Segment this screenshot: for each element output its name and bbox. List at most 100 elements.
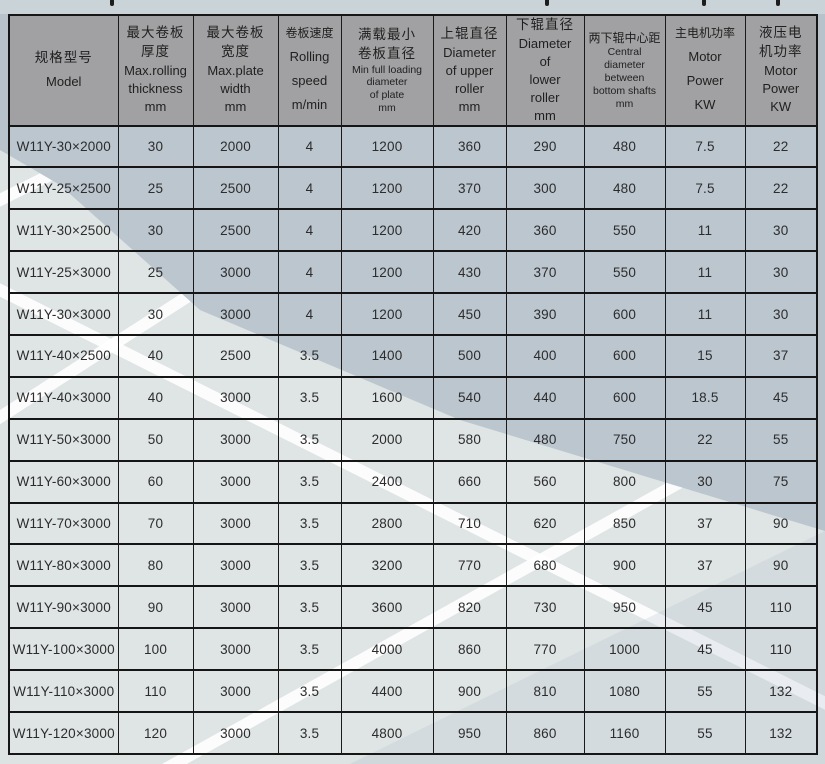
table-row: W11Y-70×3000 70 3000 3.5 2800 710 620 850 37 90 [8, 502, 818, 545]
header-line: of [539, 53, 551, 69]
value-cell: 3000 [192, 376, 279, 419]
value-cell: 25 [117, 251, 194, 294]
value-cell: 950 [583, 586, 666, 629]
value-cell: 3600 [340, 586, 434, 629]
table-row: W11Y-60×3000 60 3000 3.5 2400 660 560 800 30 75 [8, 460, 818, 503]
value-cell: 3000 [192, 418, 279, 461]
value-cell: 11 [664, 293, 746, 336]
value-cell: 800 [583, 460, 666, 503]
header-line: lower [529, 71, 561, 87]
column-header-central-distance-bottom-shafts: 两下辊中心距 Central diameter between bottom shaft… [583, 15, 666, 126]
value-cell: 1080 [583, 670, 666, 713]
table-row: W11Y-80×3000 80 3000 3.5 3200 770 680 900 37 90 [8, 544, 818, 587]
value-cell: 7.5 [664, 125, 746, 168]
value-cell: 750 [583, 418, 666, 461]
column-header-lines: 规格型号 Model [10, 16, 118, 125]
header-line: roller [455, 80, 484, 96]
spec-table-header: 规格型号 Model 最大卷板 厚度 Max.rolling thickness mm 最大卷… [8, 15, 818, 126]
value-cell: 80 [117, 544, 194, 587]
value-cell: 3.5 [277, 502, 342, 545]
spec-table: 规格型号 Model 最大卷板 厚度 Max.rolling thickness mm 最大卷… [8, 14, 818, 755]
column-header-lines: 主电机功率 Motor Power KW [666, 16, 745, 125]
value-cell: 730 [505, 586, 585, 629]
header-line: Power [686, 73, 724, 89]
column-header-lines: 最大卷板 宽度 Max.plate width mm [194, 16, 278, 125]
header-line: speed [291, 73, 328, 89]
header-line: Diameter [518, 35, 572, 51]
value-cell: 2000 [192, 125, 279, 168]
value-cell: 45 [664, 628, 746, 671]
header-line: Model [46, 74, 82, 90]
header-line: 上辊直径 [440, 25, 499, 41]
header-line: between [604, 71, 645, 84]
value-cell: 660 [432, 460, 507, 503]
value-cell: 2500 [192, 167, 279, 210]
column-header-max-rolling-thickness: 最大卷板 厚度 Max.rolling thickness mm [117, 15, 194, 126]
value-cell: 290 [505, 125, 585, 168]
value-cell: 710 [432, 502, 507, 545]
header-line: mm [224, 99, 247, 115]
value-cell: 1200 [340, 209, 434, 252]
model-cell: W11Y-30×2000 [8, 125, 119, 168]
value-cell: 900 [583, 544, 666, 587]
table-row: W11Y-90×3000 90 3000 3.5 3600 820 730 950 45 110 [8, 586, 818, 629]
value-cell: 110 [744, 628, 818, 671]
model-cell: W11Y-100×3000 [8, 628, 119, 671]
value-cell: 3.5 [277, 335, 342, 377]
table-row: W11Y-50×3000 50 3000 3.5 2000 580 480 750 22 55 [8, 418, 818, 461]
value-cell: 30 [664, 460, 746, 503]
model-cell: W11Y-90×3000 [8, 586, 119, 629]
header-line: Motor [688, 49, 722, 65]
value-cell: 37 [744, 335, 818, 377]
value-cell: 3000 [192, 670, 279, 713]
header-line: 两下辊中心距 [588, 31, 661, 46]
value-cell: 1200 [340, 125, 434, 168]
header-line: bottom shafts [592, 84, 657, 97]
value-cell: 3.5 [277, 712, 342, 754]
value-cell: 132 [744, 712, 818, 754]
value-cell: 11 [664, 251, 746, 294]
value-cell: 430 [432, 251, 507, 294]
column-header-rolling-speed: 卷板速度 Rolling speed m/min [277, 15, 342, 126]
value-cell: 110 [117, 670, 194, 713]
value-cell: 550 [583, 251, 666, 294]
value-cell: 25 [117, 167, 194, 210]
header-line: width [220, 81, 251, 97]
header-line: mm [144, 99, 167, 115]
value-cell: 300 [505, 167, 585, 210]
table-row: W11Y-110×3000 110 3000 3.5 4400 900 810 1080 55 1… [8, 670, 818, 713]
value-cell: 45 [664, 586, 746, 629]
value-cell: 3.5 [277, 670, 342, 713]
value-cell: 480 [583, 125, 666, 168]
header-line: diameter [604, 59, 645, 72]
model-cell: W11Y-60×3000 [8, 460, 119, 503]
header-line: mm [378, 101, 396, 114]
value-cell: 7.5 [664, 167, 746, 210]
model-cell: W11Y-70×3000 [8, 502, 119, 545]
value-cell: 4 [277, 125, 342, 168]
header-line: Rolling [289, 49, 330, 65]
header-line: of plate [369, 89, 405, 102]
model-cell: W11Y-25×3000 [8, 251, 119, 294]
model-cell: W11Y-30×3000 [8, 293, 119, 336]
header-line: 厚度 [141, 44, 170, 60]
table-row: W11Y-100×3000 100 3000 3.5 4000 860 770 1000 45 1… [8, 628, 818, 671]
value-cell: 580 [432, 418, 507, 461]
value-cell: 1400 [340, 335, 434, 377]
column-header-lower-roller-diameter: 下辊直径 Diameter of lower roller mm [505, 15, 585, 126]
table-row: W11Y-30×2500 30 2500 4 1200 420 360 550 11 30 [8, 209, 818, 252]
value-cell: 2000 [340, 418, 434, 461]
header-line: 机功率 [759, 44, 803, 60]
value-cell: 390 [505, 293, 585, 336]
value-cell: 3000 [192, 712, 279, 754]
value-cell: 450 [432, 293, 507, 336]
value-cell: 30 [744, 293, 818, 336]
header-row: 规格型号 Model 最大卷板 厚度 Max.rolling thickness mm 最大卷… [8, 15, 818, 126]
table-row: W11Y-40×2500 40 2500 3.5 1400 500 400 600 15 37 [8, 335, 818, 377]
model-cell: W11Y-25×2500 [8, 167, 119, 210]
value-cell: 3000 [192, 544, 279, 587]
value-cell: 50 [117, 418, 194, 461]
value-cell: 110 [744, 586, 818, 629]
value-cell: 1200 [340, 167, 434, 210]
value-cell: 2500 [192, 335, 279, 377]
